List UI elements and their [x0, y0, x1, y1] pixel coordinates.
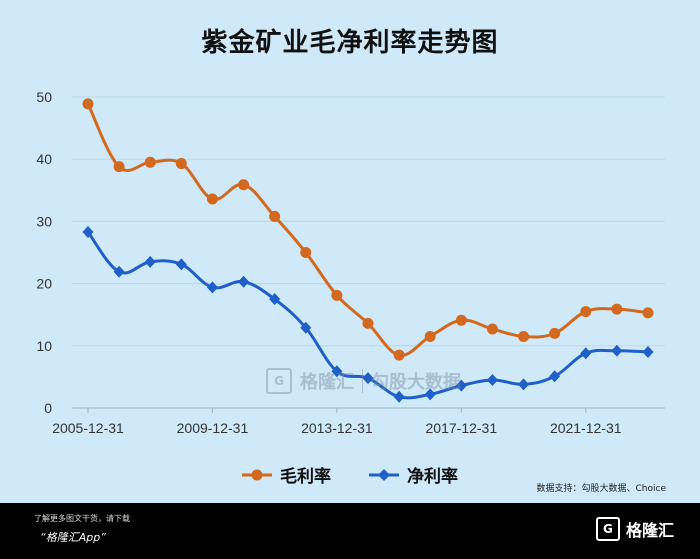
brand-logo-icon: G — [595, 517, 620, 541]
net-margin-point — [113, 265, 125, 278]
watermark-logo-icon: G — [266, 368, 292, 394]
watermark: G 格隆汇 勾股大数据 — [266, 368, 461, 394]
gross-margin-point — [580, 306, 592, 318]
legend-label-net: 净利率 — [407, 467, 458, 487]
gross-margin-point — [113, 161, 125, 173]
line-chart: 0 10 20 30 40 50 2005-12-31 2009-12-31 2013-12-3… — [36, 89, 665, 436]
footer-logo-text: 格隆汇 — [625, 521, 674, 540]
legend-diamond-icon — [369, 468, 399, 481]
x-tick-label: 2013-12-31 — [301, 420, 373, 436]
net-margin-point — [300, 321, 312, 334]
gross-margin-point — [362, 317, 374, 329]
net-margin-point — [175, 258, 187, 271]
net-margin-point — [518, 378, 530, 391]
watermark-divider — [362, 369, 363, 393]
y-tick-label: 0 — [44, 400, 52, 416]
data-source: 数据支持：勾股大数据、Choice — [536, 484, 666, 494]
gross-margin-point — [269, 210, 281, 222]
gross-margin-point — [393, 349, 405, 361]
gross-margin-point — [611, 303, 623, 315]
gross-margin-point — [455, 314, 467, 326]
net-margin-point — [611, 344, 623, 357]
series — [82, 98, 654, 403]
grid — [72, 96, 665, 347]
axes: 0 10 20 30 40 50 2005-12-31 2009-12-31 2013-12-3… — [36, 89, 665, 436]
y-tick-label: 20 — [36, 276, 52, 292]
gross-margin-point — [424, 330, 436, 342]
gross-margin-point — [144, 156, 156, 168]
net-margin-point — [580, 347, 592, 360]
net-margin-point — [455, 379, 467, 392]
legend-label-gross: 毛利率 — [280, 467, 331, 487]
gross-margin-point — [82, 98, 94, 110]
net-margin-point — [362, 372, 374, 385]
net-margin-point — [269, 293, 281, 306]
watermark-data: 勾股大数据 — [371, 372, 461, 393]
net-margin-point — [486, 374, 498, 387]
y-tick-label: 30 — [36, 213, 52, 229]
net-margin-point — [238, 275, 250, 288]
x-tick-label: 2021-12-31 — [550, 420, 622, 436]
x-tick-label: 2009-12-31 — [177, 420, 249, 436]
y-tick-label: 10 — [36, 338, 52, 354]
y-tick-label: 40 — [36, 151, 52, 167]
gross-margin-point — [206, 193, 218, 205]
legend-item-net: 净利率 — [369, 462, 458, 487]
net-margin-point — [144, 255, 156, 268]
gross-margin-point — [549, 327, 561, 339]
gross-margin-point — [300, 247, 312, 258]
footer-logo: G 格隆汇 — [595, 517, 674, 541]
chart-title: 紫金矿业毛净利率走势图 — [201, 28, 499, 58]
net-margin-point — [393, 390, 405, 403]
y-tick-label: 50 — [36, 89, 52, 105]
x-tick-label: 2017-12-31 — [426, 420, 498, 436]
gross-margin-point — [175, 158, 187, 170]
gross-margin-point — [238, 179, 250, 191]
gross-margin-point — [642, 307, 654, 319]
legend: 毛利率 净利率 — [0, 462, 700, 487]
net-margin-point — [331, 365, 343, 378]
watermark-brand: 格隆汇 — [300, 372, 354, 393]
net-margin-point — [206, 281, 218, 294]
net-margin-point — [424, 388, 436, 401]
x-tick-label: 2005-12-31 — [52, 420, 124, 436]
net-margin-point — [549, 370, 561, 383]
gross-margin-point — [331, 289, 343, 301]
legend-circle-icon — [242, 469, 272, 480]
footer-tagline: 了解更多图文干货，请下载 — [34, 514, 130, 523]
gross-margin-point — [486, 323, 498, 335]
net-margin-point — [82, 225, 94, 238]
footer: 了解更多图文干货，请下载 “格隆汇App” G 格隆汇 — [0, 503, 700, 559]
gross-margin-line — [86, 103, 649, 357]
gross-margin-point — [518, 330, 530, 342]
net-margin-point — [642, 346, 654, 359]
legend-item-gross: 毛利率 — [242, 462, 331, 487]
footer-app-name: “格隆汇App” — [40, 531, 106, 544]
